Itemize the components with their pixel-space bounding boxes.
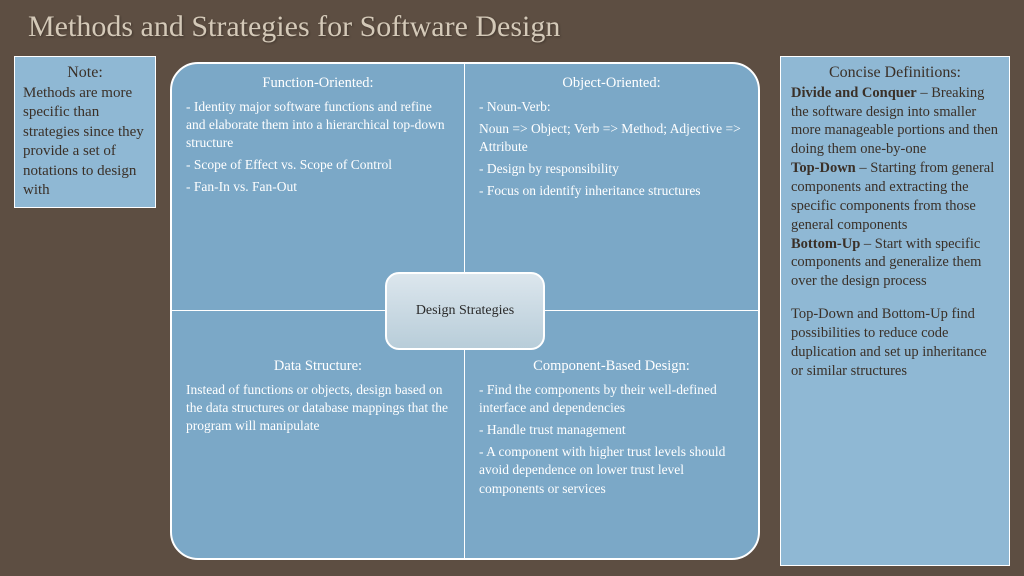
quadrant-line: - Identity major software functions and …	[186, 98, 450, 153]
quadrant-title: Data Structure:	[186, 357, 450, 377]
quadrant-line: - Fan-In vs. Fan-Out	[186, 178, 450, 196]
quadrant-title: Object-Oriented:	[479, 74, 744, 94]
quadrant-title: Component-Based Design:	[479, 357, 744, 377]
definitions-box: Concise Definitions: Divide and Conquer …	[780, 56, 1010, 566]
quadrant-line: - Handle trust management	[479, 421, 744, 439]
quadrant-line: - Noun-Verb:	[479, 98, 744, 116]
strategies-grid: Function-Oriented: - Identity major soft…	[170, 62, 760, 560]
note-body: Methods are more specific than strategie…	[23, 84, 147, 201]
page-title: Methods and Strategies for Software Desi…	[0, 0, 1024, 44]
definitions-heading: Concise Definitions:	[791, 63, 999, 84]
quadrant-line: - Scope of Effect vs. Scope of Control	[186, 156, 450, 174]
note-box: Note: Methods are more specific than str…	[14, 56, 156, 208]
note-heading: Note:	[23, 63, 147, 84]
quadrant-line: - Design by responsibility	[479, 160, 744, 178]
quadrant-line: - Focus on identify inheritance structur…	[479, 182, 744, 200]
definition-item: Top-Down – Starting from general compone…	[791, 159, 999, 234]
quadrant-line: Noun => Object; Verb => Method; Adjectiv…	[479, 120, 744, 156]
quadrant-title: Function-Oriented:	[186, 74, 450, 94]
quadrant-line: - Find the components by their well-defi…	[479, 381, 744, 417]
center-label: Design Strategies	[385, 272, 545, 350]
definition-item: Bottom-Up – Start with specific componen…	[791, 235, 999, 292]
definitions-footer: Top-Down and Bottom-Up find possibilitie…	[791, 305, 999, 380]
quadrant-line: Instead of functions or objects, design …	[186, 381, 450, 436]
quadrant-line: - A component with higher trust levels s…	[479, 443, 744, 498]
definition-item: Divide and Conquer – Breaking the softwa…	[791, 84, 999, 159]
